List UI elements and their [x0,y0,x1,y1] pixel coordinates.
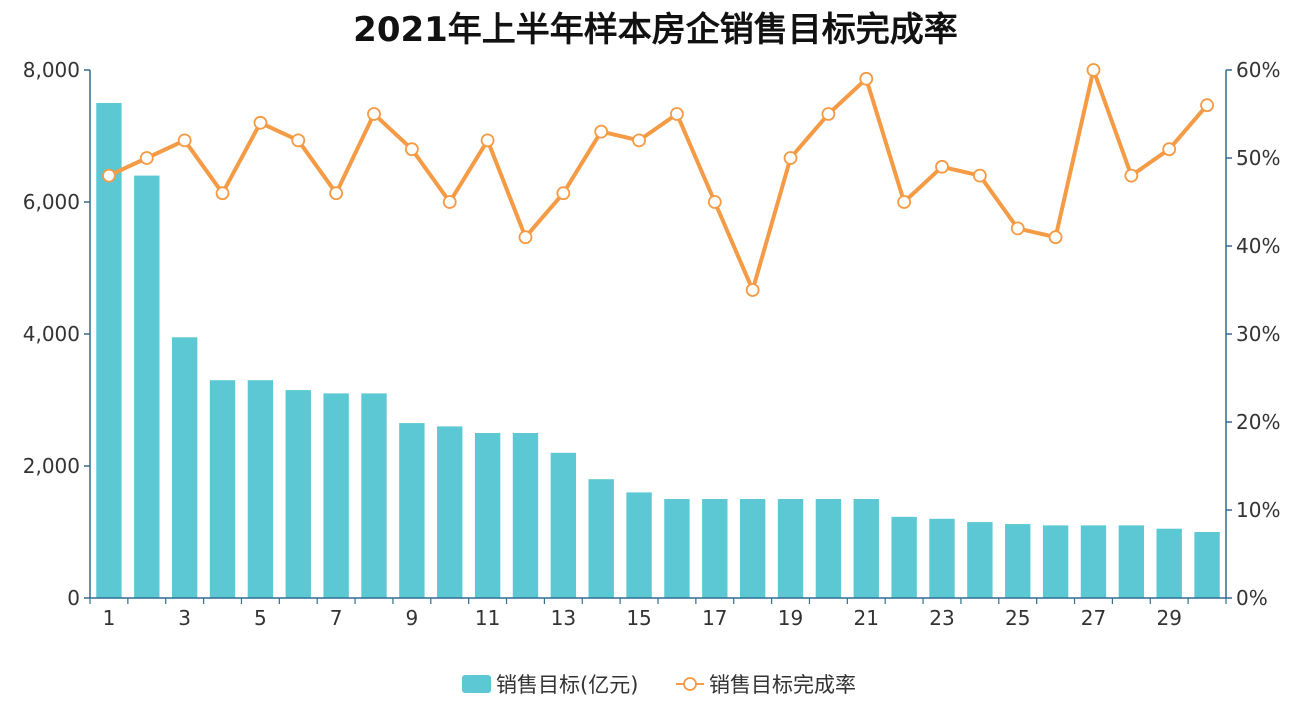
right-tick-label: 60% [1236,58,1280,82]
right-tick-label: 30% [1236,322,1280,346]
bar-18 [739,499,766,598]
bar-11 [474,433,501,598]
bar-29 [1156,528,1182,598]
bar-15 [626,492,652,598]
rate-point-1 [102,168,116,183]
bar-5 [247,380,274,598]
rate-point-30 [1200,98,1214,113]
rate-point-10 [442,195,457,209]
right-tick-label: 40% [1236,234,1280,258]
rate-point-9 [404,142,419,157]
rate-point-2 [139,151,154,165]
rate-point-12 [518,230,533,245]
rate-point-6 [291,133,306,148]
rate-point-22 [897,195,912,209]
x-tick-label: 7 [330,606,343,630]
right-tick-label: 10% [1236,498,1280,522]
bar-27 [1080,525,1107,598]
bar-13 [550,452,577,598]
rate-point-18 [745,283,760,297]
left-tick-label: 4,000 [23,322,80,346]
left-tick-label: 0 [67,586,80,610]
rate-line [108,68,1209,292]
chart-title: 2021年上半年样本房企销售目标完成率 [353,10,958,50]
legend-bar-swatch [462,675,491,693]
x-tick-label: 1 [103,606,116,630]
rate-point-23 [935,159,949,174]
rate-point-27 [1086,63,1101,77]
rate-point-5 [253,115,268,130]
rate-point-8 [367,107,381,121]
bar-12 [512,433,539,598]
x-tick-label: 17 [702,606,727,630]
bar-2 [134,175,160,598]
rate-point-13 [556,186,571,201]
legend-line-marker [683,677,697,691]
legend-line-label: 销售目标完成率 [709,673,856,697]
x-tick-label: 21 [854,606,879,630]
rate-point-29 [1162,142,1177,157]
bar-20 [815,499,842,598]
x-tick-label: 13 [551,606,576,630]
bar-19 [777,499,804,598]
bar-3 [171,337,198,598]
x-tick-label: 19 [778,606,803,630]
rate-point-15 [632,133,646,148]
bar-28 [1118,525,1145,598]
rate-point-28 [1124,168,1139,183]
rate-point-4 [215,186,230,201]
bar-14 [588,479,614,598]
bar-9 [399,423,425,598]
bar-25 [1005,524,1031,598]
left-tick-label: 8,000 [23,58,80,82]
bar-22 [891,516,917,598]
x-tick-label: 5 [254,606,267,630]
rate-point-14 [594,124,609,139]
bar-26 [1042,525,1069,598]
right-tick-label: 50% [1236,146,1280,170]
rate-point-25 [1010,221,1025,236]
legend-bar-label: 销售目标(亿元) [496,673,638,697]
bar-17 [702,499,728,598]
rate-point-11 [480,133,495,148]
x-tick-label: 3 [178,606,191,630]
rate-point-19 [783,151,798,165]
bar-21 [853,499,879,598]
rate-point-21 [859,71,874,86]
bar-10 [437,426,463,598]
bar-4 [209,380,236,598]
rate-point-24 [972,168,987,183]
left-tick-label: 6,000 [23,190,80,214]
bar-1 [96,103,122,598]
bar-23 [929,518,955,598]
x-tick-label: 23 [929,606,954,630]
bar-24 [967,522,993,598]
rate-point-20 [821,107,836,121]
bar-6 [285,390,311,598]
bar-8 [361,393,387,598]
bar-16 [664,499,690,598]
left-tick-label: 2,000 [23,454,80,478]
x-tick-label: 25 [1005,606,1030,630]
x-tick-label: 29 [1156,606,1181,630]
right-tick-label: 20% [1236,410,1280,434]
x-tick-label: 11 [475,606,500,630]
rate-point-7 [329,186,344,201]
right-tick-label: 0% [1236,586,1268,610]
legend: 销售目标(亿元) 销售目标完成率 [462,673,856,697]
x-tick-label: 9 [405,606,418,630]
rate-point-16 [670,107,684,121]
rate-point-17 [707,195,722,209]
bar-7 [323,393,349,598]
rate-point-3 [177,133,192,148]
x-tick-label: 15 [626,606,651,630]
bar-30 [1194,532,1220,598]
rate-point-26 [1048,230,1063,245]
x-tick-label: 27 [1081,606,1106,630]
